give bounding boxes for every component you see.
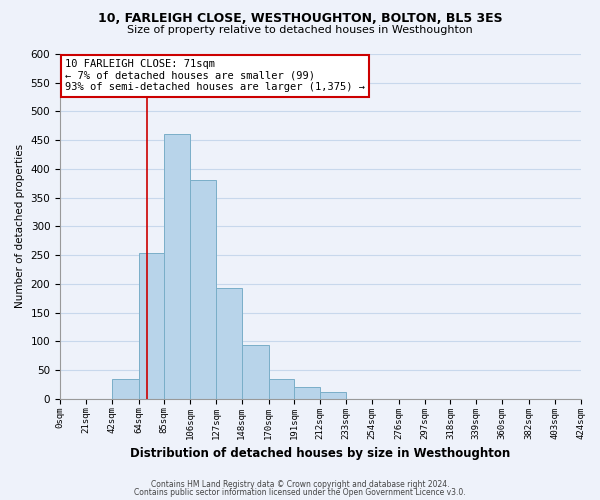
Text: Size of property relative to detached houses in Westhoughton: Size of property relative to detached ho… <box>127 25 473 35</box>
Bar <box>216 288 242 399</box>
Text: Contains public sector information licensed under the Open Government Licence v3: Contains public sector information licen… <box>134 488 466 497</box>
Text: Contains HM Land Registry data © Crown copyright and database right 2024.: Contains HM Land Registry data © Crown c… <box>151 480 449 489</box>
Bar <box>190 180 216 399</box>
Bar <box>242 346 269 399</box>
Bar <box>320 392 346 399</box>
Bar <box>295 388 320 399</box>
Text: 10 FARLEIGH CLOSE: 71sqm
← 7% of detached houses are smaller (99)
93% of semi-de: 10 FARLEIGH CLOSE: 71sqm ← 7% of detache… <box>65 59 365 92</box>
Bar <box>112 378 139 399</box>
Y-axis label: Number of detached properties: Number of detached properties <box>15 144 25 308</box>
Text: 10, FARLEIGH CLOSE, WESTHOUGHTON, BOLTON, BL5 3ES: 10, FARLEIGH CLOSE, WESTHOUGHTON, BOLTON… <box>98 12 502 26</box>
Bar <box>269 378 295 399</box>
Bar <box>164 134 190 399</box>
Bar <box>139 254 164 399</box>
X-axis label: Distribution of detached houses by size in Westhoughton: Distribution of detached houses by size … <box>130 447 511 460</box>
